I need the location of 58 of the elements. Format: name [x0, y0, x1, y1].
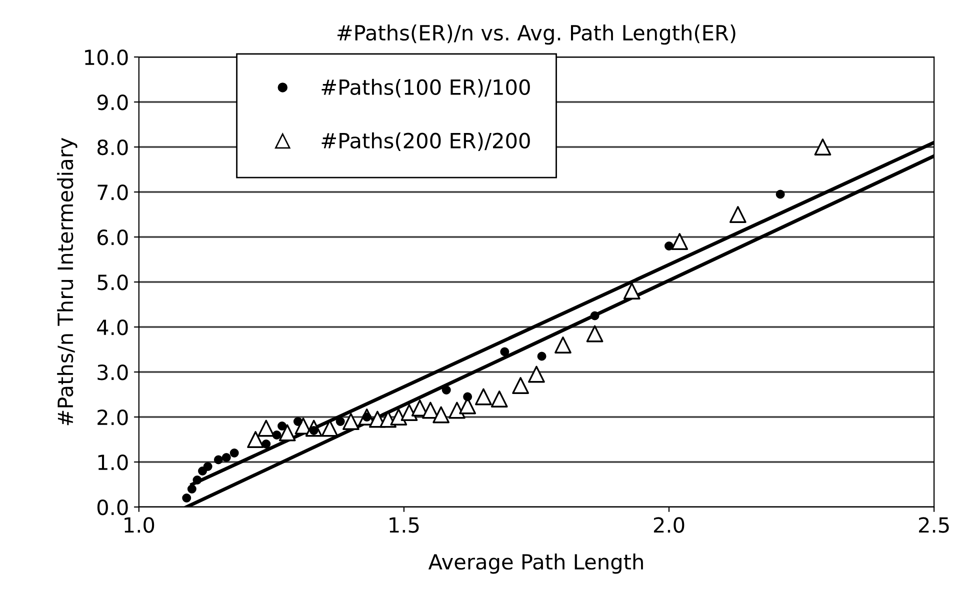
point: [814, 138, 832, 156]
point: [192, 476, 202, 484]
chart-title: #Paths(ER)/n vs. Avg. Path Length(ER): [337, 24, 736, 45]
point: [390, 408, 408, 426]
point: [182, 494, 192, 502]
point: [448, 402, 466, 419]
point: [537, 352, 546, 361]
point: [272, 430, 282, 440]
point: [442, 386, 451, 394]
y-tick-label: 10.0: [85, 49, 128, 66]
point: [342, 413, 360, 430]
point: [400, 404, 418, 421]
point: [187, 484, 196, 494]
point: [336, 417, 345, 426]
point: [422, 402, 439, 419]
point: [586, 325, 604, 342]
point: [729, 206, 746, 223]
point: [528, 366, 545, 383]
point: [776, 190, 785, 199]
point: [230, 448, 239, 458]
point: [664, 242, 674, 250]
y-axis-title: #Paths/n Thru Intermediary: [57, 138, 78, 426]
y-tick-label: 0.0: [97, 499, 128, 516]
y-tick-label: 1.0: [98, 454, 128, 470]
x-tick-label: 1.5: [390, 517, 419, 533]
point: [278, 422, 287, 430]
point: [214, 455, 223, 464]
point: [500, 347, 510, 356]
point: [512, 377, 530, 394]
legend-label: #Paths(200 ER)/200: [322, 132, 530, 151]
point: [554, 336, 572, 354]
point: [671, 233, 688, 250]
point: [262, 440, 271, 448]
y-tick-label: 2.0: [98, 409, 128, 426]
x-tick-label: 2.5: [919, 517, 949, 533]
point: [590, 311, 600, 320]
x-tick-label: 1.0: [124, 517, 154, 533]
y-tick-label: 7.0: [98, 184, 128, 200]
y-tick-label: 6.0: [98, 229, 128, 246]
x-tick-label: 2.0: [654, 517, 684, 533]
point: [247, 431, 264, 448]
point: [623, 282, 640, 300]
y-tick-label: 9.0: [97, 94, 128, 110]
x-axis-title: Average Path Length: [428, 554, 643, 574]
point: [475, 388, 492, 406]
point: [463, 392, 472, 402]
point: [258, 420, 275, 437]
point: [278, 424, 296, 442]
y-tick-label: 8.0: [97, 139, 128, 156]
y-tick-label: 5.0: [98, 274, 128, 290]
y-tick-label: 4.0: [97, 319, 128, 336]
point: [198, 466, 208, 476]
point: [432, 406, 450, 424]
point: [222, 453, 231, 462]
y-tick-label: 3.0: [98, 364, 128, 380]
legend-label: #Paths(100 ER)/100: [322, 78, 530, 98]
point: [490, 390, 508, 408]
point: [203, 462, 212, 471]
